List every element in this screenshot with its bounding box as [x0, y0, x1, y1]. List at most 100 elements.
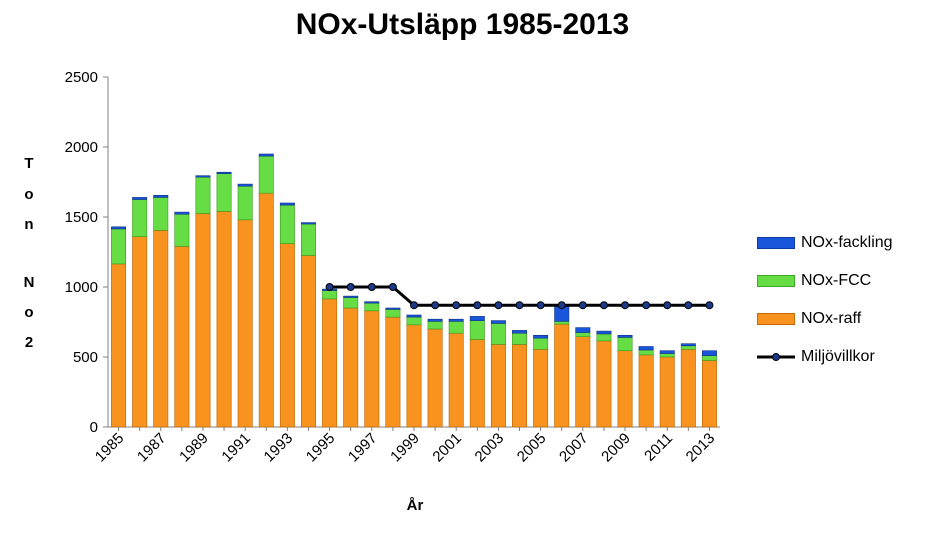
legend-label: NOx-FCC — [801, 272, 872, 289]
x-tick-label: 1997 — [345, 430, 381, 466]
y-axis-label-letter: o — [24, 186, 34, 203]
bar-segment-nox-fcc — [111, 228, 127, 265]
bar-segment-nox-fackling — [132, 197, 148, 200]
bar-segment-nox-fackling — [195, 175, 211, 178]
miljovillkor-point — [410, 301, 418, 310]
bar-segment-nox-fcc — [195, 176, 211, 214]
bar-segment-nox-fcc — [153, 197, 169, 231]
bar-segment-nox-fcc — [322, 290, 338, 300]
bar-segment-nox-fackling — [617, 334, 633, 338]
bar-segment-nox-raff — [132, 236, 148, 428]
bar-segment-nox-raff — [174, 246, 190, 428]
legend-swatch-fcc — [757, 275, 795, 287]
miljovillkor-point — [473, 301, 482, 310]
bar-segment-nox-fcc — [469, 320, 485, 340]
bar-segment-nox-fcc — [406, 316, 422, 326]
bar-segment-nox-raff — [617, 350, 633, 428]
bar-segment-nox-fackling — [701, 350, 717, 356]
x-tick-label: 2011 — [641, 430, 676, 465]
bar-segment-nox-fackling — [512, 330, 527, 334]
bar-segment-nox-raff — [427, 328, 443, 428]
bar-segment-nox-fcc — [596, 333, 612, 342]
miljovillkor-point — [452, 301, 461, 310]
bar-segment-nox-fackling — [385, 307, 401, 310]
x-tick-label: 2013 — [683, 430, 719, 466]
miljovillkor-point — [663, 301, 672, 310]
bar-segment-nox-fcc — [680, 345, 696, 350]
bar-segment-nox-fackling — [659, 350, 675, 354]
bar-segment-nox-fcc — [659, 353, 675, 358]
bar-segment-nox-fcc — [448, 320, 464, 334]
y-tick-label: 2000 — [65, 139, 98, 156]
bar-segment-nox-raff — [195, 213, 211, 428]
y-axis-label-letter: n — [24, 216, 34, 233]
y-tick-label: 0 — [90, 419, 98, 436]
bar-segment-nox-fackling — [279, 202, 295, 206]
bar-segment-nox-fackling — [427, 318, 443, 322]
y-tick-label: 1000 — [65, 279, 98, 296]
bar-segment-nox-fcc — [512, 332, 527, 345]
x-tick-label: 1993 — [261, 430, 297, 466]
bar-segment-nox-raff — [258, 192, 274, 428]
bar-segment-nox-fcc — [216, 173, 232, 212]
x-tick-label: 2005 — [514, 430, 550, 466]
legend-swatch-fackling — [757, 237, 795, 249]
bar-segment-nox-raff — [301, 255, 316, 428]
miljovillkor-point — [684, 301, 693, 310]
miljovillkor-point — [642, 301, 651, 310]
y-axis-label-letter: o — [24, 304, 34, 321]
bar-segment-nox-fackling — [301, 222, 316, 225]
x-tick-label: 1987 — [134, 430, 170, 466]
bar-segment-nox-raff — [512, 344, 527, 428]
bar-segment-nox-fcc — [258, 155, 274, 194]
y-tick-label: 1500 — [65, 209, 98, 226]
miljovillkor-point — [705, 301, 714, 310]
bar-segment-nox-raff — [469, 339, 485, 428]
x-tick-label: 2007 — [556, 430, 592, 466]
x-tick-label: 1989 — [176, 430, 212, 466]
bar-segment-nox-fackling — [469, 316, 485, 321]
bar-segment-nox-raff — [111, 263, 127, 428]
bar-segment-nox-raff — [659, 356, 675, 428]
legend-item-raff: NOx-raff — [757, 309, 861, 329]
bar-segment-nox-fackling — [258, 153, 274, 157]
bar-segment-nox-fcc — [279, 204, 295, 244]
bar-segment-nox-fackling — [575, 327, 591, 333]
y-axis-label-letter: 2 — [24, 334, 34, 351]
bar-segment-nox-fackling — [343, 295, 359, 298]
miljovillkor-point — [346, 283, 355, 291]
bar-segment-nox-raff — [216, 211, 232, 428]
legend-line-marker — [757, 353, 795, 361]
legend-item-fackling: NOx-fackling — [757, 233, 893, 253]
bar-segment-nox-fcc — [701, 355, 717, 361]
x-tick-label: 1991 — [218, 430, 254, 466]
bar-segment-nox-raff — [596, 340, 612, 428]
bar-segment-nox-fcc — [617, 337, 633, 351]
bar-segment-nox-fcc — [132, 199, 148, 237]
bar-segment-nox-fackling — [364, 301, 380, 304]
legend-item-miljovillkor: Miljövillkor — [757, 347, 875, 367]
bar-segment-nox-fcc — [427, 320, 443, 330]
bar-segment-nox-raff — [490, 344, 506, 428]
bar-segment-nox-fackling — [680, 343, 696, 347]
bar-segment-nox-fcc — [174, 213, 190, 247]
bar-segment-nox-raff — [533, 348, 549, 428]
bar-segment-nox-fcc — [364, 302, 380, 312]
bar-segment-nox-fcc — [638, 349, 654, 356]
bar-segment-nox-fcc — [554, 320, 570, 325]
x-tick-label: 2009 — [598, 430, 634, 466]
bar-segment-nox-fackling — [448, 318, 464, 322]
bar-segment-nox-fackling — [174, 211, 190, 215]
x-tick-label: 2003 — [472, 430, 508, 466]
y-tick-label: 2500 — [65, 69, 98, 86]
legend-label: NOx-fackling — [801, 234, 893, 251]
bar-segment-nox-fackling — [237, 183, 253, 187]
bar-segment-nox-fackling — [406, 314, 422, 318]
bar-segment-nox-fackling — [638, 346, 654, 351]
bar-segment-nox-fackling — [111, 226, 127, 230]
bar-segment-nox-raff — [237, 219, 253, 428]
y-axis-label-letter: T — [24, 155, 34, 172]
legend-item-fcc: NOx-FCC — [757, 271, 871, 291]
bar-segment-nox-raff — [701, 360, 717, 428]
bar-segment-nox-fackling — [153, 195, 169, 198]
